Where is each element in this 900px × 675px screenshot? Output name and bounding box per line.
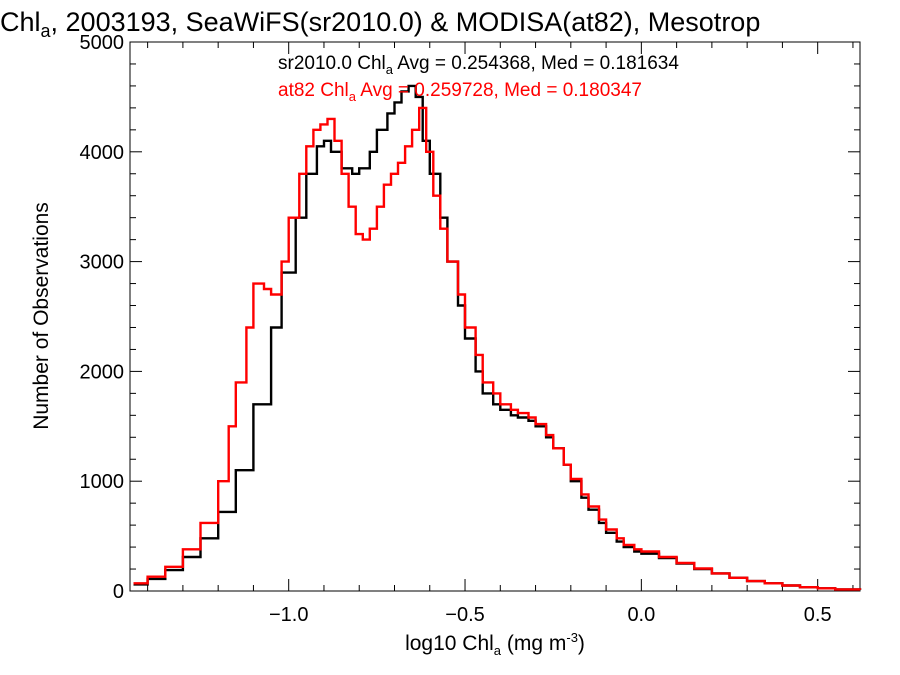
y-tick-label: 5000 bbox=[80, 32, 125, 54]
x-tick-label: −1.0 bbox=[269, 604, 308, 626]
y-tick-label: 0 bbox=[113, 581, 124, 603]
y-axis: 0 1000 2000 3000 4000 5000 bbox=[80, 32, 860, 603]
series-line-sr2010.0 bbox=[133, 84, 862, 591]
x-tick-label: 0.5 bbox=[804, 604, 832, 626]
y-tick-label: 3000 bbox=[80, 252, 125, 274]
legend-entry-black: sr2010.0 Chla Avg = 0.254368, Med = 0.18… bbox=[278, 53, 679, 77]
x-axis-label: log10 Chla (mg m-3) bbox=[405, 630, 585, 658]
y-tick-label: 2000 bbox=[80, 361, 125, 383]
x-tick-label: 0.0 bbox=[627, 604, 655, 626]
y-tick-label: 4000 bbox=[80, 142, 125, 164]
y-axis-label: Number of Observations bbox=[30, 202, 53, 430]
series-group bbox=[133, 84, 862, 591]
series-line-at82 bbox=[133, 106, 862, 591]
plot-frame bbox=[129, 41, 861, 592]
x-tick-label: −0.5 bbox=[445, 604, 484, 626]
chart-title: Chla, 2003193, SeaWiFS(sr2010.0) & MODIS… bbox=[0, 7, 760, 41]
legend-entry-red: at82 Chla Avg = 0.259728, Med = 0.180347 bbox=[278, 80, 642, 104]
x-axis: −1.0 −0.5 0.0 0.5 bbox=[147, 42, 854, 626]
y-tick-label: 1000 bbox=[80, 471, 125, 493]
